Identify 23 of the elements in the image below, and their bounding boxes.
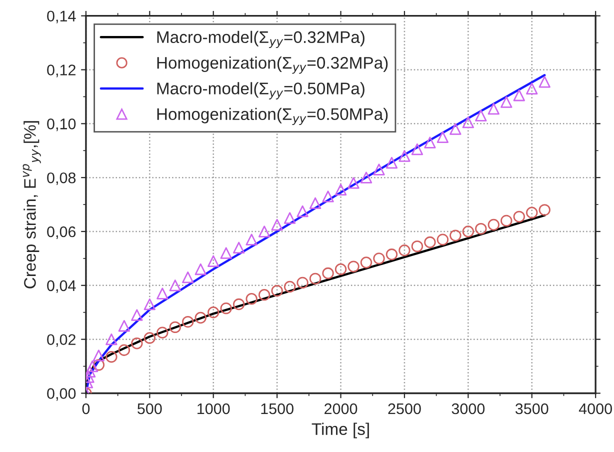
x-tick-label: 2500	[388, 403, 421, 414]
legend-label: Homogenization(Σ$_{yy}$=0.32MPa)	[157, 56, 388, 74]
y-tick-label: 0,14	[47, 10, 76, 24]
x-tick-label: 3500	[515, 403, 548, 414]
y-tick-label: 0,08	[47, 172, 76, 186]
x-tick-label: 3000	[452, 403, 485, 414]
y-tick-label: 0,00	[47, 388, 76, 401]
x-tick-label: 0	[82, 403, 90, 414]
x-axis-title: Time [s]	[312, 422, 369, 438]
legend-label: Macro-model(Σ$_{yy}$=0.50MPa)	[157, 82, 364, 100]
y-tick-label: 0,12	[47, 64, 76, 78]
y-tick-label: 0,06	[47, 226, 76, 239]
x-tick-label: 4000	[578, 403, 612, 414]
x-tick-label: 2000	[324, 403, 358, 414]
x-tick-label: 500	[138, 403, 162, 414]
x-tick-label: 1500	[261, 403, 294, 414]
y-tick-label: 0,02	[47, 334, 76, 347]
legend-label: Macro-model(Σ$_{yy}$=0.32MPa)	[157, 30, 364, 48]
y-tick-label: 0,10	[47, 118, 76, 132]
y-tick-label: 0,04	[47, 280, 76, 293]
y-axis-title: Creep strain, E$^{vp}$$_{yy}$,[%]	[22, 121, 41, 288]
x-tick-label: 1000	[198, 403, 230, 414]
legend-label: Homogenization(Σ$_{yy}$=0.50MPa)	[157, 108, 388, 126]
